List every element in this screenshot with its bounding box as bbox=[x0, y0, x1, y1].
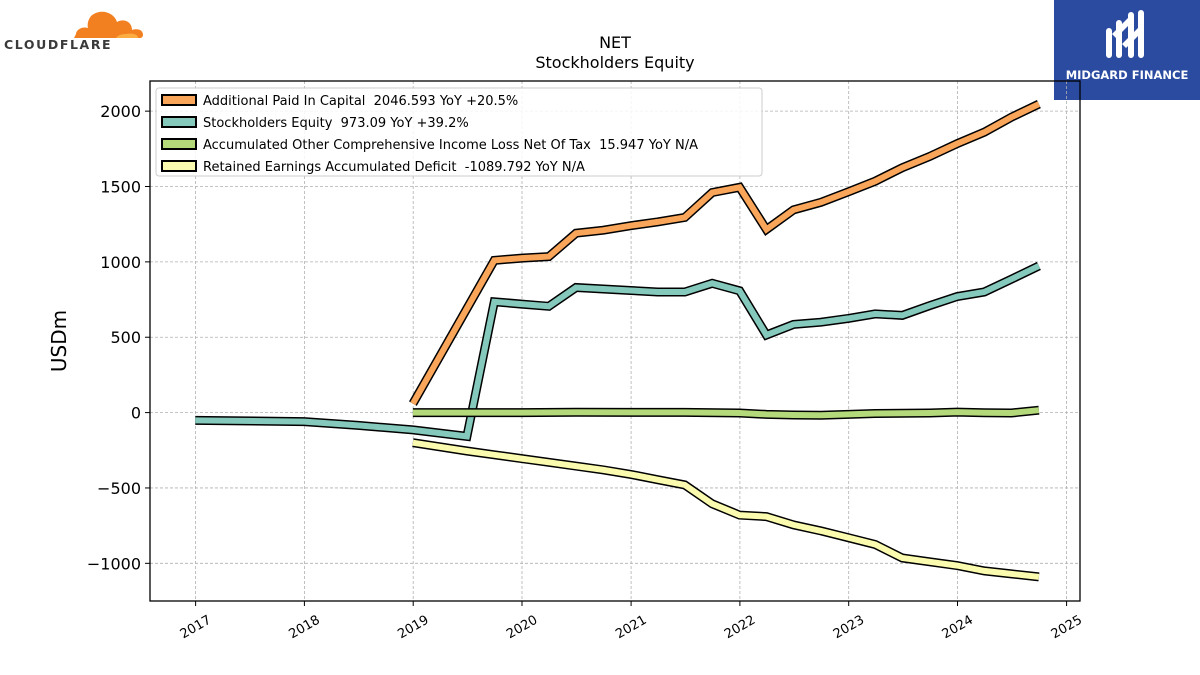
chart-title: NET bbox=[599, 33, 631, 52]
cloudflare-logo: CLOUDFLARE bbox=[4, 4, 146, 54]
x-tick-label: 2017 bbox=[178, 613, 214, 643]
legend-label: Retained Earnings Accumulated Deficit -1… bbox=[203, 160, 585, 175]
x-tick-label: 2023 bbox=[831, 613, 867, 643]
x-tick-label: 2024 bbox=[940, 613, 976, 643]
legend-box bbox=[155, 87, 763, 177]
x-tick-label: 2018 bbox=[287, 613, 323, 643]
legend: Additional Paid In Capital 2046.593 YoY … bbox=[155, 87, 763, 177]
x-tick-label: 2020 bbox=[504, 613, 540, 643]
series-line bbox=[412, 439, 1040, 580]
cloudflare-wordmark: CLOUDFLARE bbox=[4, 37, 113, 52]
series-3 bbox=[412, 405, 1040, 420]
legend-swatch bbox=[161, 94, 197, 106]
x-axis: 2017 2018 2019 2020 2021 2022 2023 2024 2025 bbox=[178, 601, 1085, 642]
x-tick-label: 2025 bbox=[1049, 613, 1085, 643]
y-tick-label: 2000 bbox=[100, 102, 141, 121]
midgard-finance-logo: MIDGARD FINANCE bbox=[1054, 0, 1200, 100]
midgard-finance-wordmark: MIDGARD FINANCE bbox=[1065, 68, 1189, 82]
x-tick-label: 2019 bbox=[395, 613, 431, 643]
y-tick-label: −1000 bbox=[87, 554, 141, 573]
chart-subtitle: Stockholders Equity bbox=[535, 53, 694, 72]
legend-swatch bbox=[161, 160, 197, 172]
y-axis: −1000 −500 0 500 1000 1500 2000 bbox=[87, 102, 150, 573]
legend-label: Accumulated Other Comprehensive Income L… bbox=[203, 138, 698, 153]
y-tick-label: 1500 bbox=[100, 178, 141, 197]
x-tick-label: 2021 bbox=[613, 613, 649, 643]
midgard-m-icon bbox=[1106, 10, 1144, 58]
plot-frame bbox=[149, 80, 1081, 602]
series-line bbox=[410, 101, 1041, 406]
x-tick-label: 2022 bbox=[722, 613, 758, 643]
y-axis-label: USDm bbox=[47, 310, 71, 372]
series-1 bbox=[408, 100, 1041, 406]
cloud-icon bbox=[74, 11, 143, 38]
series-layer bbox=[195, 100, 1041, 582]
legend-label: Additional Paid In Capital 2046.593 YoY … bbox=[203, 94, 518, 109]
series-4 bbox=[412, 438, 1040, 582]
y-tick-label: −500 bbox=[97, 479, 141, 498]
legend-swatch bbox=[161, 116, 197, 128]
y-tick-label: 0 bbox=[131, 404, 141, 423]
y-tick-label: 500 bbox=[110, 328, 141, 347]
series-line bbox=[412, 407, 1040, 419]
legend-swatch bbox=[161, 138, 197, 150]
y-tick-label: 1000 bbox=[100, 253, 141, 272]
legend-label: Stockholders Equity 973.09 YoY +39.2% bbox=[203, 116, 469, 131]
